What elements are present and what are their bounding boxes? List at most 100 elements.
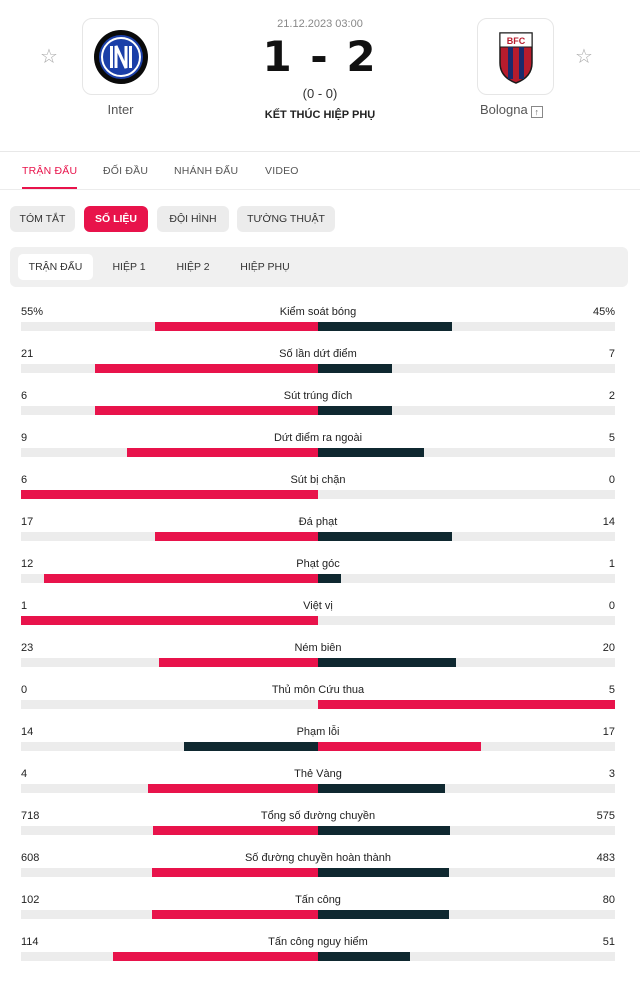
stat-label: Thủ môn Cứu thua [271, 684, 365, 696]
stat-away-track [318, 616, 615, 625]
stat-row: 6 Sút bị chặn 0 [0, 474, 640, 516]
away-team-label: Bologna [480, 102, 528, 117]
period-full-match[interactable]: TRẬN ĐẤU [18, 254, 93, 280]
stat-away-track [318, 322, 615, 331]
home-team-logo[interactable] [82, 18, 159, 95]
stat-label: Tấn công nguy hiểm [268, 936, 368, 948]
period-first-half[interactable]: HIỆP 1 [112, 261, 146, 273]
stat-home-bar [127, 448, 318, 457]
stat-row: 21 Số lần dứt điểm 7 [0, 348, 640, 390]
stat-label: Ném biên [294, 642, 342, 654]
stat-row: 102 Tấn công 80 [0, 894, 640, 936]
stat-away-bar [318, 700, 615, 709]
stat-away-value: 7 [608, 348, 615, 360]
stat-label: Dứt điểm ra ngoài [273, 432, 363, 444]
stat-home-value: 55% [21, 306, 44, 318]
tab-bracket[interactable]: NHÁNH ĐẤU [174, 165, 239, 177]
stat-label: Tổng số đường chuyền [260, 810, 376, 822]
subtab-statistics[interactable]: SỐ LIỆU [84, 206, 148, 232]
stat-home-track [21, 700, 318, 709]
stat-away-value: 0 [608, 600, 615, 612]
subtab-lineups[interactable]: ĐỘI HÌNH [157, 206, 229, 232]
stat-row: 0 Thủ môn Cứu thua 5 [0, 684, 640, 726]
tab-video[interactable]: VIDEO [265, 165, 299, 177]
stat-home-value: 718 [21, 810, 40, 822]
stat-home-bar [184, 742, 318, 751]
stat-away-value: 45% [592, 306, 615, 318]
stat-away-track [318, 868, 615, 877]
away-team-logo[interactable]: BFC [477, 18, 554, 95]
stat-home-value: 12 [21, 558, 34, 570]
svg-text:BFC: BFC [506, 36, 525, 46]
stat-away-bar [318, 826, 450, 835]
match-header: ☆ Inter 21.12.2023 03:00 1 - 2 (0 - 0) K… [0, 0, 640, 152]
stat-label: Phạm lỗi [296, 726, 340, 738]
stat-home-value: 114 [21, 936, 39, 948]
stat-away-track [318, 364, 615, 373]
stat-home-value: 0 [21, 684, 28, 696]
stat-row: 4 Thẻ Vàng 3 [0, 768, 640, 810]
favorite-home-star-icon[interactable]: ☆ [40, 46, 58, 68]
stat-row: 718 Tổng số đường chuyền 575 [0, 810, 640, 852]
stat-away-bar [318, 406, 392, 415]
stat-home-bar [95, 364, 318, 373]
stat-row: 14 Phạm lỗi 17 [0, 726, 640, 768]
match-score: 1 - 2 [262, 32, 378, 81]
stat-away-track [318, 952, 615, 961]
stat-away-value: 2 [608, 390, 615, 402]
stat-away-value: 5 [608, 684, 615, 696]
home-team-name[interactable]: Inter [107, 102, 134, 117]
tab-head-to-head[interactable]: ĐỐI ĐẦU [103, 165, 149, 177]
favorite-away-star-icon[interactable]: ☆ [575, 46, 593, 68]
stat-away-value: 80 [602, 894, 615, 906]
period-extra-time[interactable]: HIỆP PHỤ [240, 261, 290, 273]
stat-home-value: 6 [21, 390, 28, 402]
stat-home-bar [155, 532, 318, 541]
stat-row: 17 Đá phạt 14 [0, 516, 640, 558]
stat-label: Số đường chuyền hoàn thành [244, 852, 392, 864]
stat-home-track [21, 742, 318, 751]
stat-away-track [318, 490, 615, 499]
stat-home-value: 23 [21, 642, 34, 654]
stat-label: Thẻ Vàng [294, 768, 342, 780]
subtab-commentary[interactable]: TƯỜNG THUẬT [237, 206, 335, 232]
stat-away-track [318, 532, 615, 541]
bologna-crest-icon: BFC [498, 31, 533, 84]
stat-away-track [318, 658, 615, 667]
match-date: 21.12.2023 03:00 [277, 18, 363, 30]
period-second-half[interactable]: HIỆP 2 [176, 261, 210, 273]
stat-home-bar [152, 868, 318, 877]
stat-home-bar [21, 616, 318, 625]
stat-away-value: 17 [602, 726, 615, 738]
stat-away-bar [318, 532, 452, 541]
stat-row: 23 Ném biên 20 [0, 642, 640, 684]
stat-home-bar [153, 826, 318, 835]
stat-row: 114 Tấn công nguy hiểm 51 [0, 936, 640, 978]
stat-away-track [318, 574, 615, 583]
stat-away-value: 51 [602, 936, 615, 948]
stat-away-bar [318, 784, 445, 793]
stat-away-value: 1 [608, 558, 615, 570]
stat-away-bar [318, 448, 424, 457]
match-status: KẾT THÚC HIỆP PHỤ [264, 109, 376, 121]
subtab-summary[interactable]: TÓM TẮT [10, 206, 75, 232]
stat-away-value: 575 [596, 810, 615, 822]
stat-home-value: 21 [21, 348, 34, 360]
stat-away-track [318, 784, 615, 793]
stat-away-bar [318, 868, 449, 877]
stat-home-bar [95, 406, 318, 415]
stat-label: Kiểm soát bóng [279, 306, 357, 318]
stat-label: Đá phạt [298, 516, 338, 528]
stat-home-value: 6 [21, 474, 28, 486]
away-team-name[interactable]: Bologna ↑ [470, 102, 580, 118]
stat-label: Phạt góc [296, 558, 340, 570]
stat-row: 6 Sút trúng đích 2 [0, 390, 640, 432]
active-tab-indicator [22, 187, 78, 189]
stat-away-track [318, 406, 615, 415]
stat-label: Sút trúng đích [283, 390, 353, 402]
external-link-icon[interactable]: ↑ [530, 106, 543, 118]
tab-match[interactable]: TRẬN ĐẤU [22, 165, 78, 189]
stat-home-bar [44, 574, 318, 583]
stat-label: Tấn công [295, 894, 341, 906]
stat-home-bar [152, 910, 318, 919]
